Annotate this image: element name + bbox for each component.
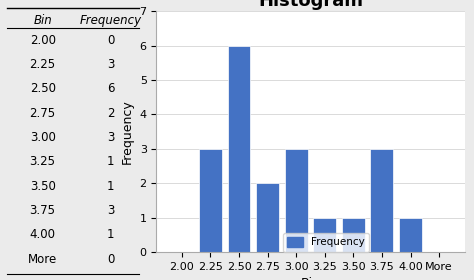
Bar [285, 149, 308, 252]
Bar [342, 218, 365, 252]
Bar [199, 149, 222, 252]
Title: Histogram: Histogram [258, 0, 363, 10]
Text: 3: 3 [107, 58, 115, 71]
Text: 3.25: 3.25 [30, 155, 55, 168]
Bar [399, 218, 422, 252]
Text: 6: 6 [107, 82, 115, 95]
Text: 1: 1 [107, 155, 115, 168]
Text: 4.00: 4.00 [30, 228, 55, 241]
Y-axis label: Frequency: Frequency [121, 99, 134, 164]
Text: 1: 1 [107, 228, 115, 241]
Text: 3.50: 3.50 [30, 180, 55, 193]
Text: 1: 1 [107, 180, 115, 193]
Bar [313, 218, 336, 252]
Text: 2.50: 2.50 [30, 82, 55, 95]
Text: 2: 2 [107, 107, 115, 120]
Text: 0: 0 [107, 34, 115, 46]
Legend: Frequency: Frequency [283, 233, 369, 252]
Text: Frequency: Frequency [80, 14, 142, 27]
Text: 0: 0 [107, 253, 115, 266]
Text: Bin: Bin [33, 14, 52, 27]
Text: 2.75: 2.75 [29, 107, 56, 120]
Bar [228, 46, 250, 252]
Text: More: More [28, 253, 57, 266]
Text: 2.00: 2.00 [30, 34, 55, 46]
Text: 3.75: 3.75 [30, 204, 55, 217]
Text: 2.25: 2.25 [29, 58, 56, 71]
X-axis label: Bin: Bin [301, 277, 320, 280]
Text: 3: 3 [107, 204, 115, 217]
Bar [371, 149, 393, 252]
Text: 3: 3 [107, 131, 115, 144]
Bar [256, 183, 279, 252]
Text: 3.00: 3.00 [30, 131, 55, 144]
